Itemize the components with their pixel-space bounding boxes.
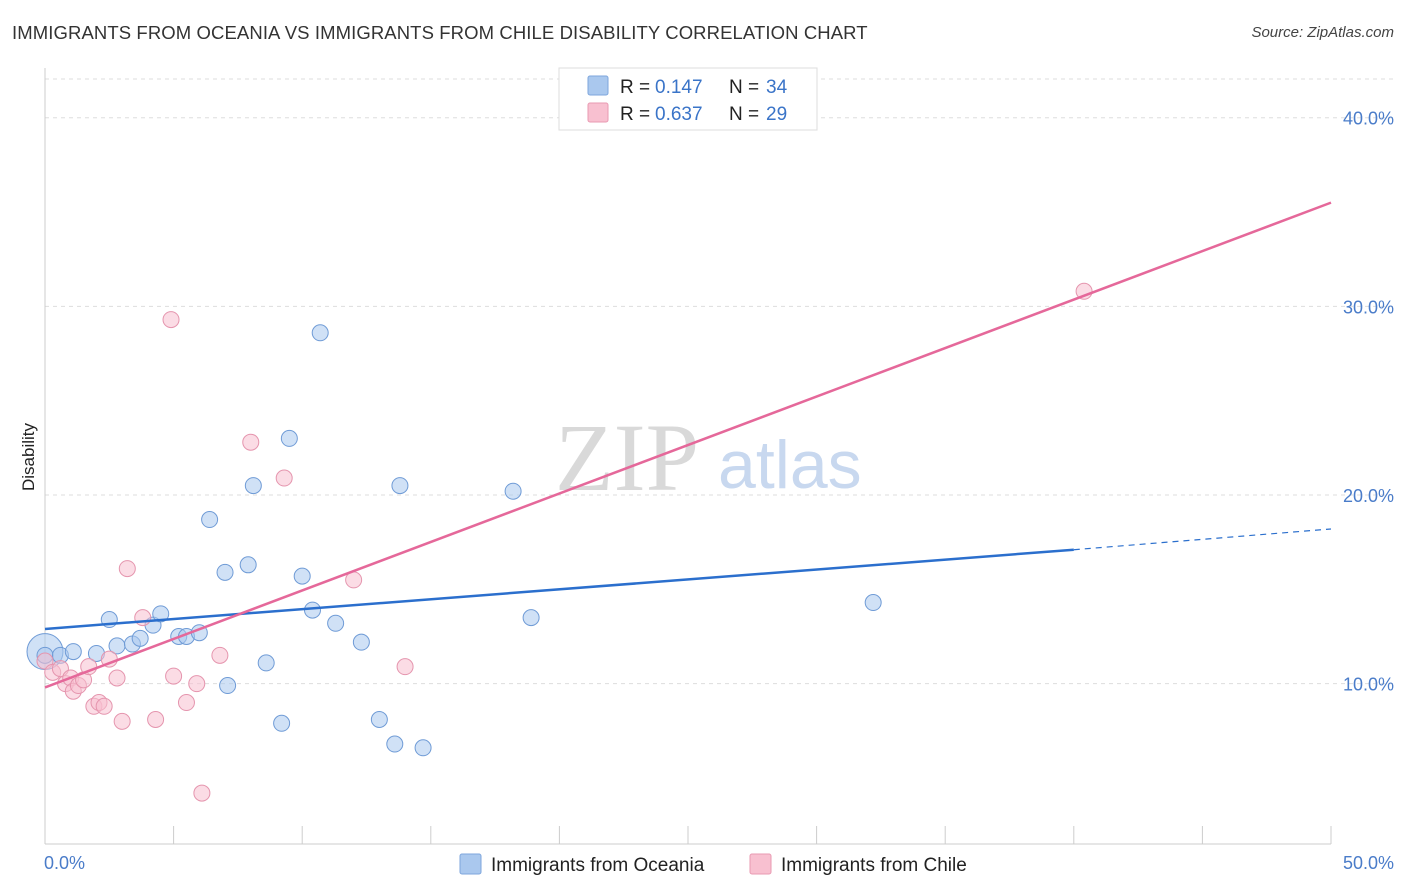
data-point-oceania	[219, 677, 237, 695]
data-point-oceania	[391, 477, 409, 495]
data-point-chile	[177, 694, 195, 712]
data-point-chile	[162, 311, 180, 329]
data-point-chile	[188, 675, 206, 693]
data-point-chile	[396, 658, 414, 676]
data-point-oceania	[352, 633, 370, 651]
data-point-oceania	[864, 594, 882, 612]
y-tick-labels: 10.0% 20.0% 30.0% 40.0%	[1343, 109, 1394, 695]
axes	[44, 68, 1332, 845]
data-point-oceania	[386, 735, 404, 753]
data-point-oceania	[152, 605, 170, 623]
data-point-chile	[95, 697, 113, 715]
trend-line-oceania	[44, 548, 1074, 631]
trend-line-chile	[44, 201, 1332, 689]
data-point-oceania	[273, 714, 291, 732]
data-point-oceania	[131, 629, 149, 647]
grid-lines	[45, 78, 1394, 685]
data-point-oceania	[280, 429, 298, 447]
legend-r-value-oceania: 0.147	[655, 77, 703, 98]
stats-legend: R = 0.147 N = 34 R = 0.637 N = 29	[558, 67, 818, 131]
legend-n-label-oceania: N =	[729, 77, 759, 98]
x-tick-label-max: 50.0%	[1343, 853, 1394, 873]
legend-n-value-oceania: 34	[766, 77, 788, 98]
chart-source: Source: ZipAtlas.com	[1251, 24, 1394, 41]
legend-r-label-chile: R =	[620, 104, 650, 125]
legend-n-value-chile: 29	[766, 104, 787, 125]
series-legend-swatch-oceania	[459, 853, 482, 875]
data-point-chile	[242, 433, 260, 451]
data-point-oceania	[522, 609, 540, 627]
watermark-atlas: atlas	[718, 427, 862, 503]
data-point-oceania	[239, 556, 257, 574]
y-axis-label: Disability	[19, 422, 38, 491]
legend-r-value-chile: 0.637	[655, 104, 703, 125]
trend-line-oceania-extension	[1073, 528, 1332, 551]
data-point-chile	[118, 560, 136, 578]
data-point-chile	[165, 667, 183, 685]
series-legend: Immigrants from Oceania Immigrants from …	[459, 853, 967, 876]
data-point-oceania	[244, 477, 262, 495]
data-point-oceania	[303, 601, 321, 619]
data-point-oceania	[370, 710, 388, 728]
y-tick-label: 30.0%	[1343, 297, 1394, 317]
legend-n-label-chile: N =	[729, 104, 759, 125]
x-tick-label-min: 0.0%	[44, 853, 85, 873]
data-point-chile	[113, 712, 131, 730]
legend-r-label-oceania: R =	[620, 77, 650, 98]
data-point-oceania	[64, 643, 82, 661]
legend-swatch-oceania	[587, 75, 609, 96]
data-point-chile	[275, 469, 293, 487]
series-legend-label-chile: Immigrants from Chile	[781, 855, 967, 876]
data-point-oceania	[201, 511, 219, 529]
data-point-chile	[147, 710, 165, 728]
trend-lines	[44, 201, 1332, 689]
data-points	[26, 282, 1093, 802]
data-point-oceania	[216, 563, 234, 581]
data-point-oceania	[504, 482, 522, 500]
data-point-chile	[211, 646, 229, 664]
data-point-oceania	[293, 567, 311, 585]
y-tick-label: 20.0%	[1343, 486, 1394, 506]
series-legend-label-oceania: Immigrants from Oceania	[491, 855, 705, 876]
data-point-oceania	[257, 654, 275, 672]
data-point-chile	[134, 609, 152, 627]
data-point-oceania	[327, 614, 345, 632]
watermark-zip: ZIP	[555, 404, 699, 511]
data-point-chile	[108, 669, 126, 687]
data-point-oceania	[414, 739, 432, 757]
y-tick-label: 40.0%	[1343, 109, 1394, 129]
data-point-chile	[193, 784, 211, 802]
legend-swatch-chile	[587, 102, 609, 123]
series-legend-swatch-chile	[749, 853, 772, 875]
y-tick-label: 10.0%	[1343, 675, 1394, 695]
chart-title: IMMIGRANTS FROM OCEANIA VS IMMIGRANTS FR…	[12, 22, 868, 43]
data-point-oceania	[311, 324, 329, 342]
